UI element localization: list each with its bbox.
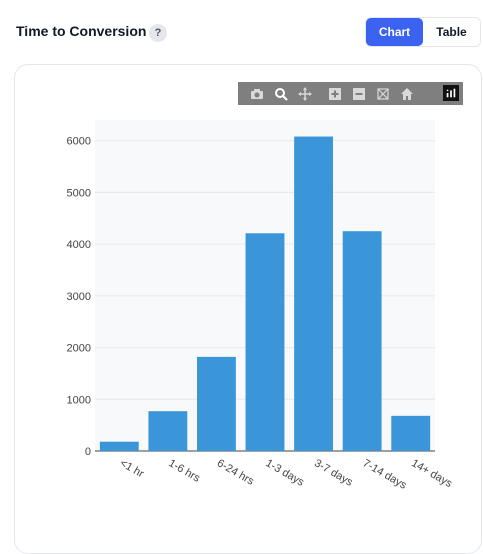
- page-title: Time to Conversion: [16, 23, 147, 39]
- y-tick-label: 1000: [67, 394, 91, 406]
- bar: [294, 136, 333, 452]
- pan-icon[interactable]: [294, 84, 316, 104]
- view-toggle: Chart Table: [365, 17, 481, 47]
- zoom-out-icon[interactable]: [348, 84, 370, 104]
- y-tick-label: 2000: [67, 343, 91, 355]
- help-icon[interactable]: ?: [149, 24, 167, 42]
- bar: [245, 233, 285, 451]
- x-tick-label: 14+ days: [409, 457, 454, 490]
- zoom-icon[interactable]: [270, 84, 292, 104]
- x-tick-label: 3-7 days: [312, 457, 355, 489]
- bar: [342, 231, 382, 451]
- bar: [148, 411, 188, 451]
- camera-icon[interactable]: [246, 84, 268, 104]
- y-tick-label: 6000: [67, 136, 91, 148]
- x-tick-label: <1 hr: [118, 457, 146, 480]
- bar: [99, 441, 139, 451]
- zoom-in-icon[interactable]: [324, 84, 346, 104]
- table-toggle-button[interactable]: Table: [423, 18, 480, 46]
- x-tick-label: 7-14 days: [361, 457, 409, 492]
- bar-chart: 0 1000 2000 3000 4000 5000 6000 <1 hr 1-6 hrs 6-2…: [66, 135, 455, 493]
- plotly-logo-icon[interactable]: [443, 85, 459, 101]
- header: Time to Conversion ? Chart Table: [0, 0, 483, 64]
- y-tick-label: 0: [85, 446, 91, 458]
- x-tick-label: 1-3 days: [264, 457, 307, 489]
- bar: [197, 356, 236, 451]
- y-tick-label: 5000: [67, 187, 91, 199]
- y-tick-label: 3000: [67, 291, 91, 303]
- reset-axes-icon[interactable]: [396, 84, 418, 104]
- chart-modebar: [238, 82, 463, 105]
- bar: [391, 415, 431, 451]
- autoscale-icon[interactable]: [372, 84, 394, 104]
- x-tick-label: 6-24 hrs: [215, 457, 256, 488]
- chart-toggle-button[interactable]: Chart: [366, 18, 423, 46]
- x-tick-label: 1-6 hrs: [166, 457, 202, 485]
- y-tick-label: 4000: [67, 239, 91, 251]
